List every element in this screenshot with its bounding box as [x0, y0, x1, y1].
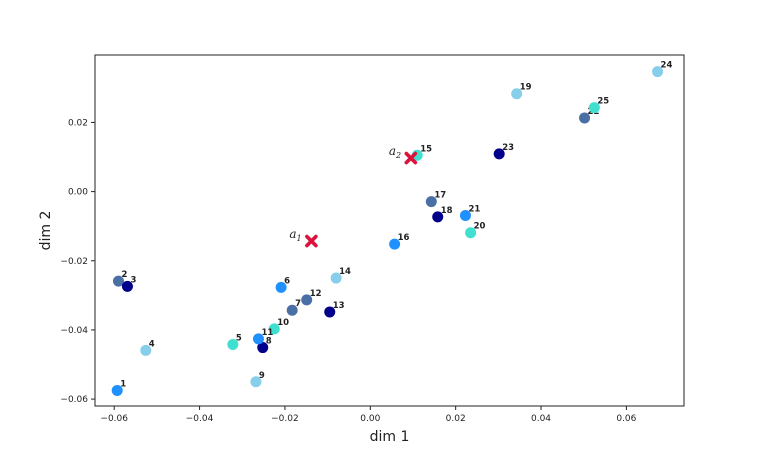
data-point — [425, 196, 437, 208]
data-point — [286, 304, 298, 316]
data-point-label: 23 — [502, 143, 514, 153]
data-point-label: 25 — [597, 97, 609, 107]
data-point — [301, 294, 313, 306]
data-point-label: 6 — [284, 276, 290, 286]
data-point — [121, 280, 133, 292]
anchor-label-letter: a — [289, 227, 296, 241]
y-tick-label: 0.00 — [68, 188, 88, 198]
data-point-label: 20 — [474, 222, 486, 232]
y-axis-ticks: −0.06 −0.04 −0.02 0.00 0.02 — [60, 118, 95, 405]
plot-frame — [94, 54, 685, 407]
data-point-label: 10 — [277, 318, 289, 328]
data-point-label: 3 — [130, 275, 136, 285]
data-point — [432, 211, 444, 223]
x-axis-label: dim 1 — [370, 429, 410, 445]
anchor-cross-marker — [404, 151, 418, 165]
data-points: 1234567891011121314151617181920212223242… — [111, 61, 673, 396]
x-tick-label: −0.06 — [100, 414, 128, 424]
data-point-label: 12 — [310, 289, 322, 299]
data-point — [493, 148, 505, 160]
data-point-label: 15 — [420, 144, 432, 154]
data-point — [227, 338, 239, 350]
anchor-cross-marker — [305, 234, 318, 248]
data-point — [330, 272, 342, 284]
anchor-cross-stroke — [404, 151, 418, 165]
x-axis-ticks: −0.06 −0.04 −0.02 0.00 0.02 0.04 0.06 — [100, 406, 637, 424]
data-point — [275, 281, 287, 293]
data-point — [459, 209, 471, 221]
data-point-label: 21 — [468, 204, 480, 214]
anchor-cross-stroke — [305, 234, 318, 248]
x-tick-label: 0.00 — [360, 414, 380, 424]
data-point — [511, 88, 523, 100]
y-tick-label: −0.04 — [60, 326, 88, 336]
data-point-label: 2 — [121, 270, 127, 280]
data-point — [579, 112, 591, 124]
data-point — [465, 227, 477, 239]
y-tick-label: −0.02 — [60, 257, 88, 267]
data-point-label: 5 — [236, 333, 242, 343]
data-point-label: 16 — [398, 233, 410, 243]
data-point — [268, 323, 280, 335]
data-point-label: 8 — [266, 337, 272, 347]
data-point-label: 9 — [259, 371, 265, 381]
data-point — [652, 66, 664, 78]
y-tick-label: −0.06 — [60, 395, 88, 405]
data-point — [112, 275, 124, 287]
x-tick-label: 0.06 — [616, 414, 636, 424]
anchor-label: a1 — [289, 227, 301, 243]
data-point-label: 1 — [120, 379, 126, 389]
y-tick-label: 0.02 — [68, 118, 88, 128]
x-tick-label: 0.02 — [446, 414, 466, 424]
data-point-label: 7 — [295, 299, 301, 309]
anchor-label-subscript: 2 — [395, 151, 401, 160]
data-point-label: 19 — [520, 83, 532, 93]
x-tick-label: −0.04 — [186, 414, 214, 424]
data-point — [140, 344, 152, 356]
data-point-label: 24 — [661, 61, 673, 71]
anchor-label-letter: a — [389, 144, 396, 158]
anchor-label: a2 — [389, 144, 401, 160]
data-point — [252, 333, 264, 345]
data-point — [324, 306, 336, 318]
data-point — [588, 102, 600, 114]
x-tick-label: 0.04 — [531, 414, 551, 424]
data-point — [250, 376, 262, 388]
data-point-label: 18 — [441, 206, 453, 216]
anchor-label-subscript: 1 — [297, 234, 302, 243]
data-point-label: 11 — [261, 328, 273, 338]
data-point — [257, 342, 269, 354]
data-point-label: 13 — [333, 301, 345, 311]
y-axis-label: dim 2 — [38, 211, 54, 251]
data-point — [111, 384, 123, 396]
data-point-label: 14 — [339, 267, 351, 277]
data-point — [389, 238, 401, 250]
data-point-label: 17 — [434, 191, 446, 201]
data-point-label: 4 — [149, 339, 155, 349]
x-tick-label: −0.02 — [271, 414, 299, 424]
